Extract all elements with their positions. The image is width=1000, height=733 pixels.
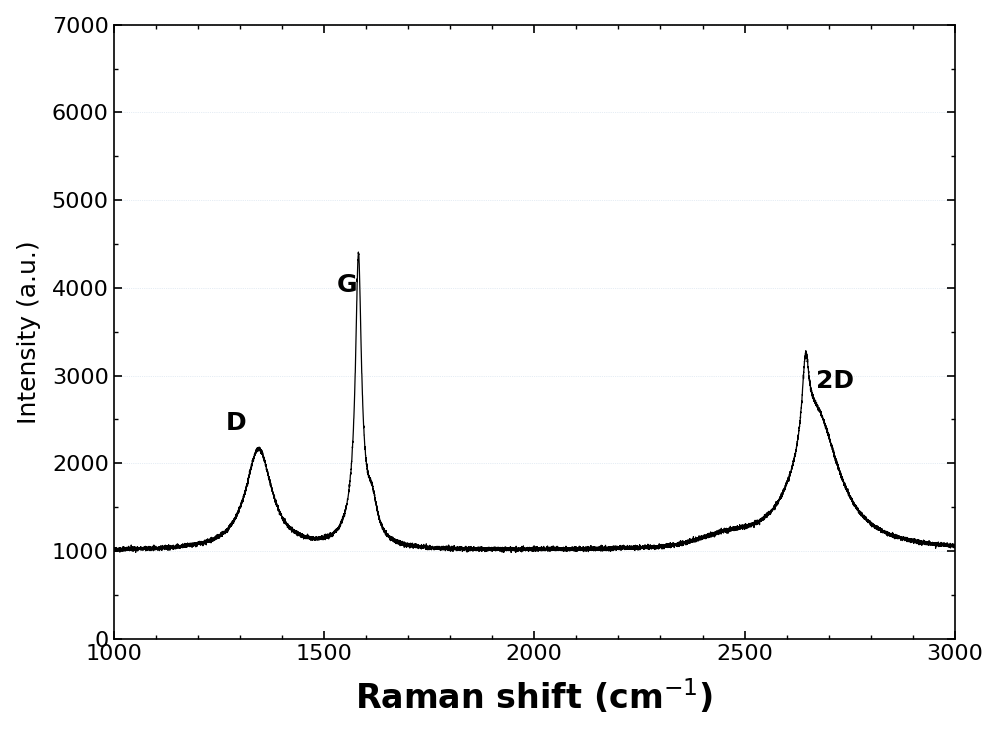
Text: G: G	[337, 273, 357, 297]
Text: 2D: 2D	[816, 369, 854, 393]
X-axis label: Raman shift (cm$^{-1}$): Raman shift (cm$^{-1}$)	[355, 677, 713, 716]
Text: D: D	[225, 411, 246, 435]
Y-axis label: Intensity (a.u.): Intensity (a.u.)	[17, 240, 41, 424]
